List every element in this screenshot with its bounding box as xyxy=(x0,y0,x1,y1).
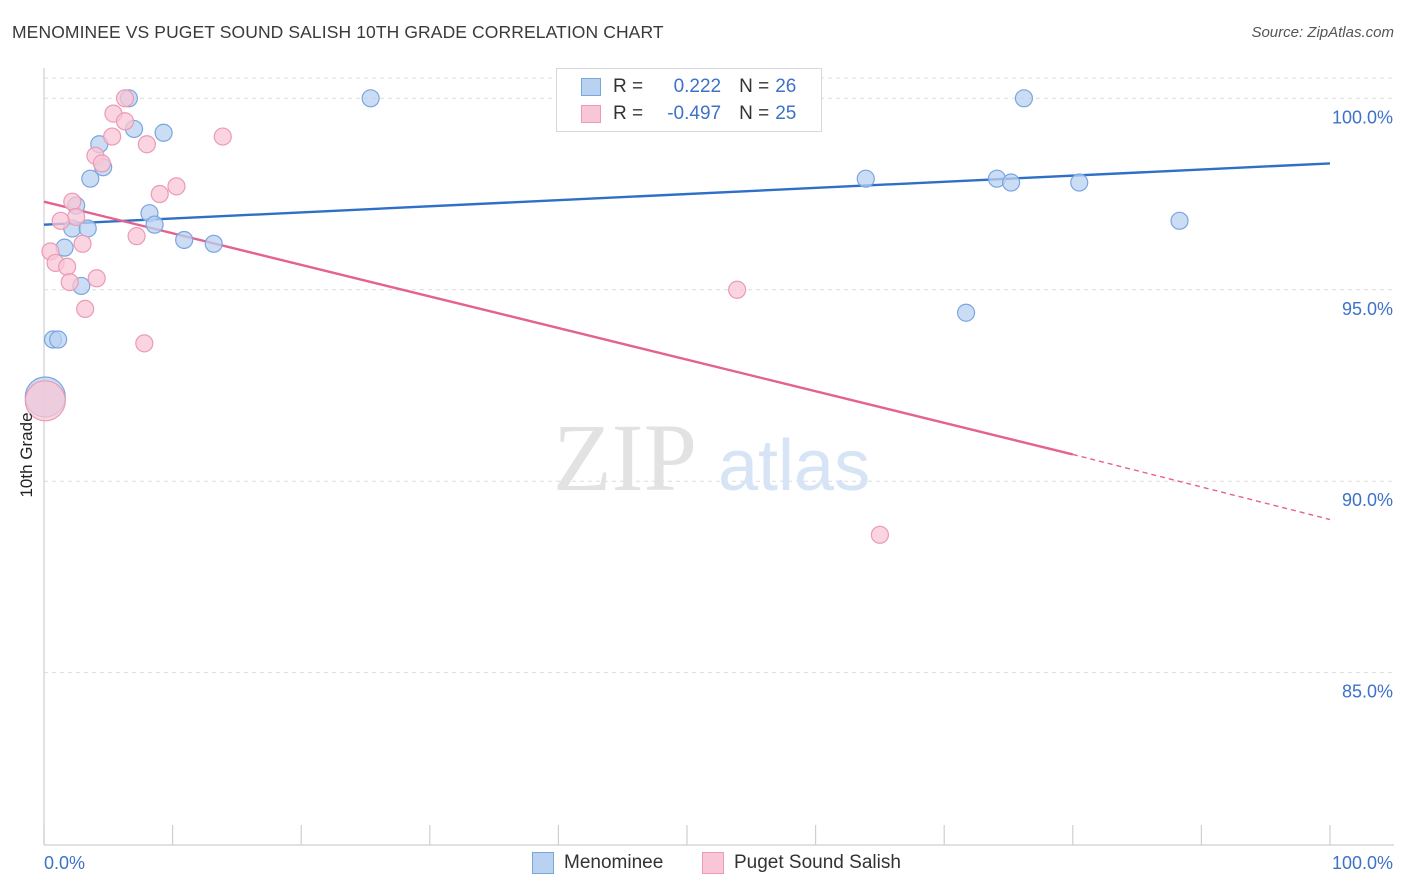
menominee-point xyxy=(956,303,976,322)
n-value: 26 xyxy=(775,76,797,97)
menominee-point xyxy=(175,230,194,250)
puget-sound-salish-point xyxy=(92,154,111,173)
y-tick-label: 85.0% xyxy=(1342,682,1393,702)
puget-sound-salish-point xyxy=(135,334,154,353)
n-label: N = xyxy=(739,76,770,97)
puget-sound-salish-point xyxy=(150,184,169,204)
puget-sound-salish-point xyxy=(127,227,146,246)
puget-sound-salish-point xyxy=(870,525,890,544)
stats-legend-row-menominee: R = 0.222 N = 26 xyxy=(581,75,796,99)
puget-swatch xyxy=(581,105,601,123)
menominee-point xyxy=(204,234,223,253)
menominee-legend-swatch xyxy=(532,852,554,874)
menominee-point xyxy=(1014,89,1034,108)
puget-sound-salish-point xyxy=(63,192,82,211)
puget-sound-salish-point xyxy=(24,380,66,422)
y-tick-label: 100.0% xyxy=(1332,107,1393,127)
menominee-trend-line xyxy=(43,162,1331,226)
puget-sound-salish-point xyxy=(60,272,79,292)
axes xyxy=(43,68,1394,846)
puget-sound-salish-point xyxy=(115,89,135,108)
puget-sound-salish-point xyxy=(115,112,135,131)
source-label: Source: ZipAtlas.com xyxy=(1251,24,1394,41)
r-label: R = xyxy=(613,76,644,97)
y-axis-label: 10th Grade xyxy=(17,412,36,498)
puget-legend-swatch xyxy=(702,852,724,874)
r-label: R = xyxy=(613,103,644,124)
menominee-point xyxy=(1070,173,1089,192)
puget-sound-salish-trend-extension xyxy=(1072,453,1331,521)
menominee-point xyxy=(361,89,380,108)
menominee-swatch xyxy=(581,78,601,96)
tick-labels: 100.0% 95.0% 90.0% 85.0% 0.0% 100.0% xyxy=(44,107,1393,873)
y-tick-label: 95.0% xyxy=(1342,299,1393,319)
menominee-point xyxy=(1170,211,1189,230)
watermark: ZIP atlas xyxy=(553,404,870,511)
puget-sound-salish-point xyxy=(137,135,156,154)
y-tick-label: 90.0% xyxy=(1342,490,1393,510)
x-tick-label-end: 100.0% xyxy=(1332,853,1393,873)
n-value: 25 xyxy=(775,103,797,124)
puget-sound-salish-point xyxy=(728,280,747,299)
menominee-point xyxy=(154,123,173,142)
puget-sound-salish-point xyxy=(167,177,186,196)
x-tick-label-start: 0.0% xyxy=(44,853,85,873)
menominee-point xyxy=(856,169,875,188)
puget-sound-salish-point xyxy=(58,257,77,276)
legend-label-menominee: Menominee xyxy=(564,852,664,873)
data-points xyxy=(24,89,1189,544)
puget-sound-salish-point xyxy=(67,207,86,227)
legend-label-puget-sound-salish: Puget Sound Salish xyxy=(734,852,901,873)
watermark-zip: ZIP xyxy=(553,404,697,511)
puget-sound-salish-point xyxy=(213,127,232,146)
legend-item-puget-sound-salish: Puget Sound Salish xyxy=(702,852,901,874)
menominee-point xyxy=(1001,173,1021,192)
puget-sound-salish-point xyxy=(51,211,70,230)
stats-legend: R = 0.222 N = 26 R = -0.497 N = 25 xyxy=(556,68,822,132)
menominee-point xyxy=(81,169,100,188)
grid-lines xyxy=(44,77,1394,674)
puget-sound-salish-point xyxy=(103,127,122,146)
n-label: N = xyxy=(739,103,770,124)
stats-legend-row-puget: R = -0.497 N = 25 xyxy=(581,102,796,126)
r-value: 0.222 xyxy=(673,76,722,97)
r-value: -0.497 xyxy=(667,103,722,124)
puget-sound-salish-point xyxy=(76,299,95,319)
menominee-point xyxy=(49,330,68,349)
menominee-point xyxy=(145,215,164,234)
watermark-atlas: atlas xyxy=(718,426,870,506)
legend-item-menominee: Menominee xyxy=(532,852,663,874)
puget-sound-salish-point xyxy=(87,269,106,288)
chart-title: MENOMINEE VS PUGET SOUND SALISH 10TH GRA… xyxy=(12,22,664,42)
puget-sound-salish-point xyxy=(73,234,92,253)
